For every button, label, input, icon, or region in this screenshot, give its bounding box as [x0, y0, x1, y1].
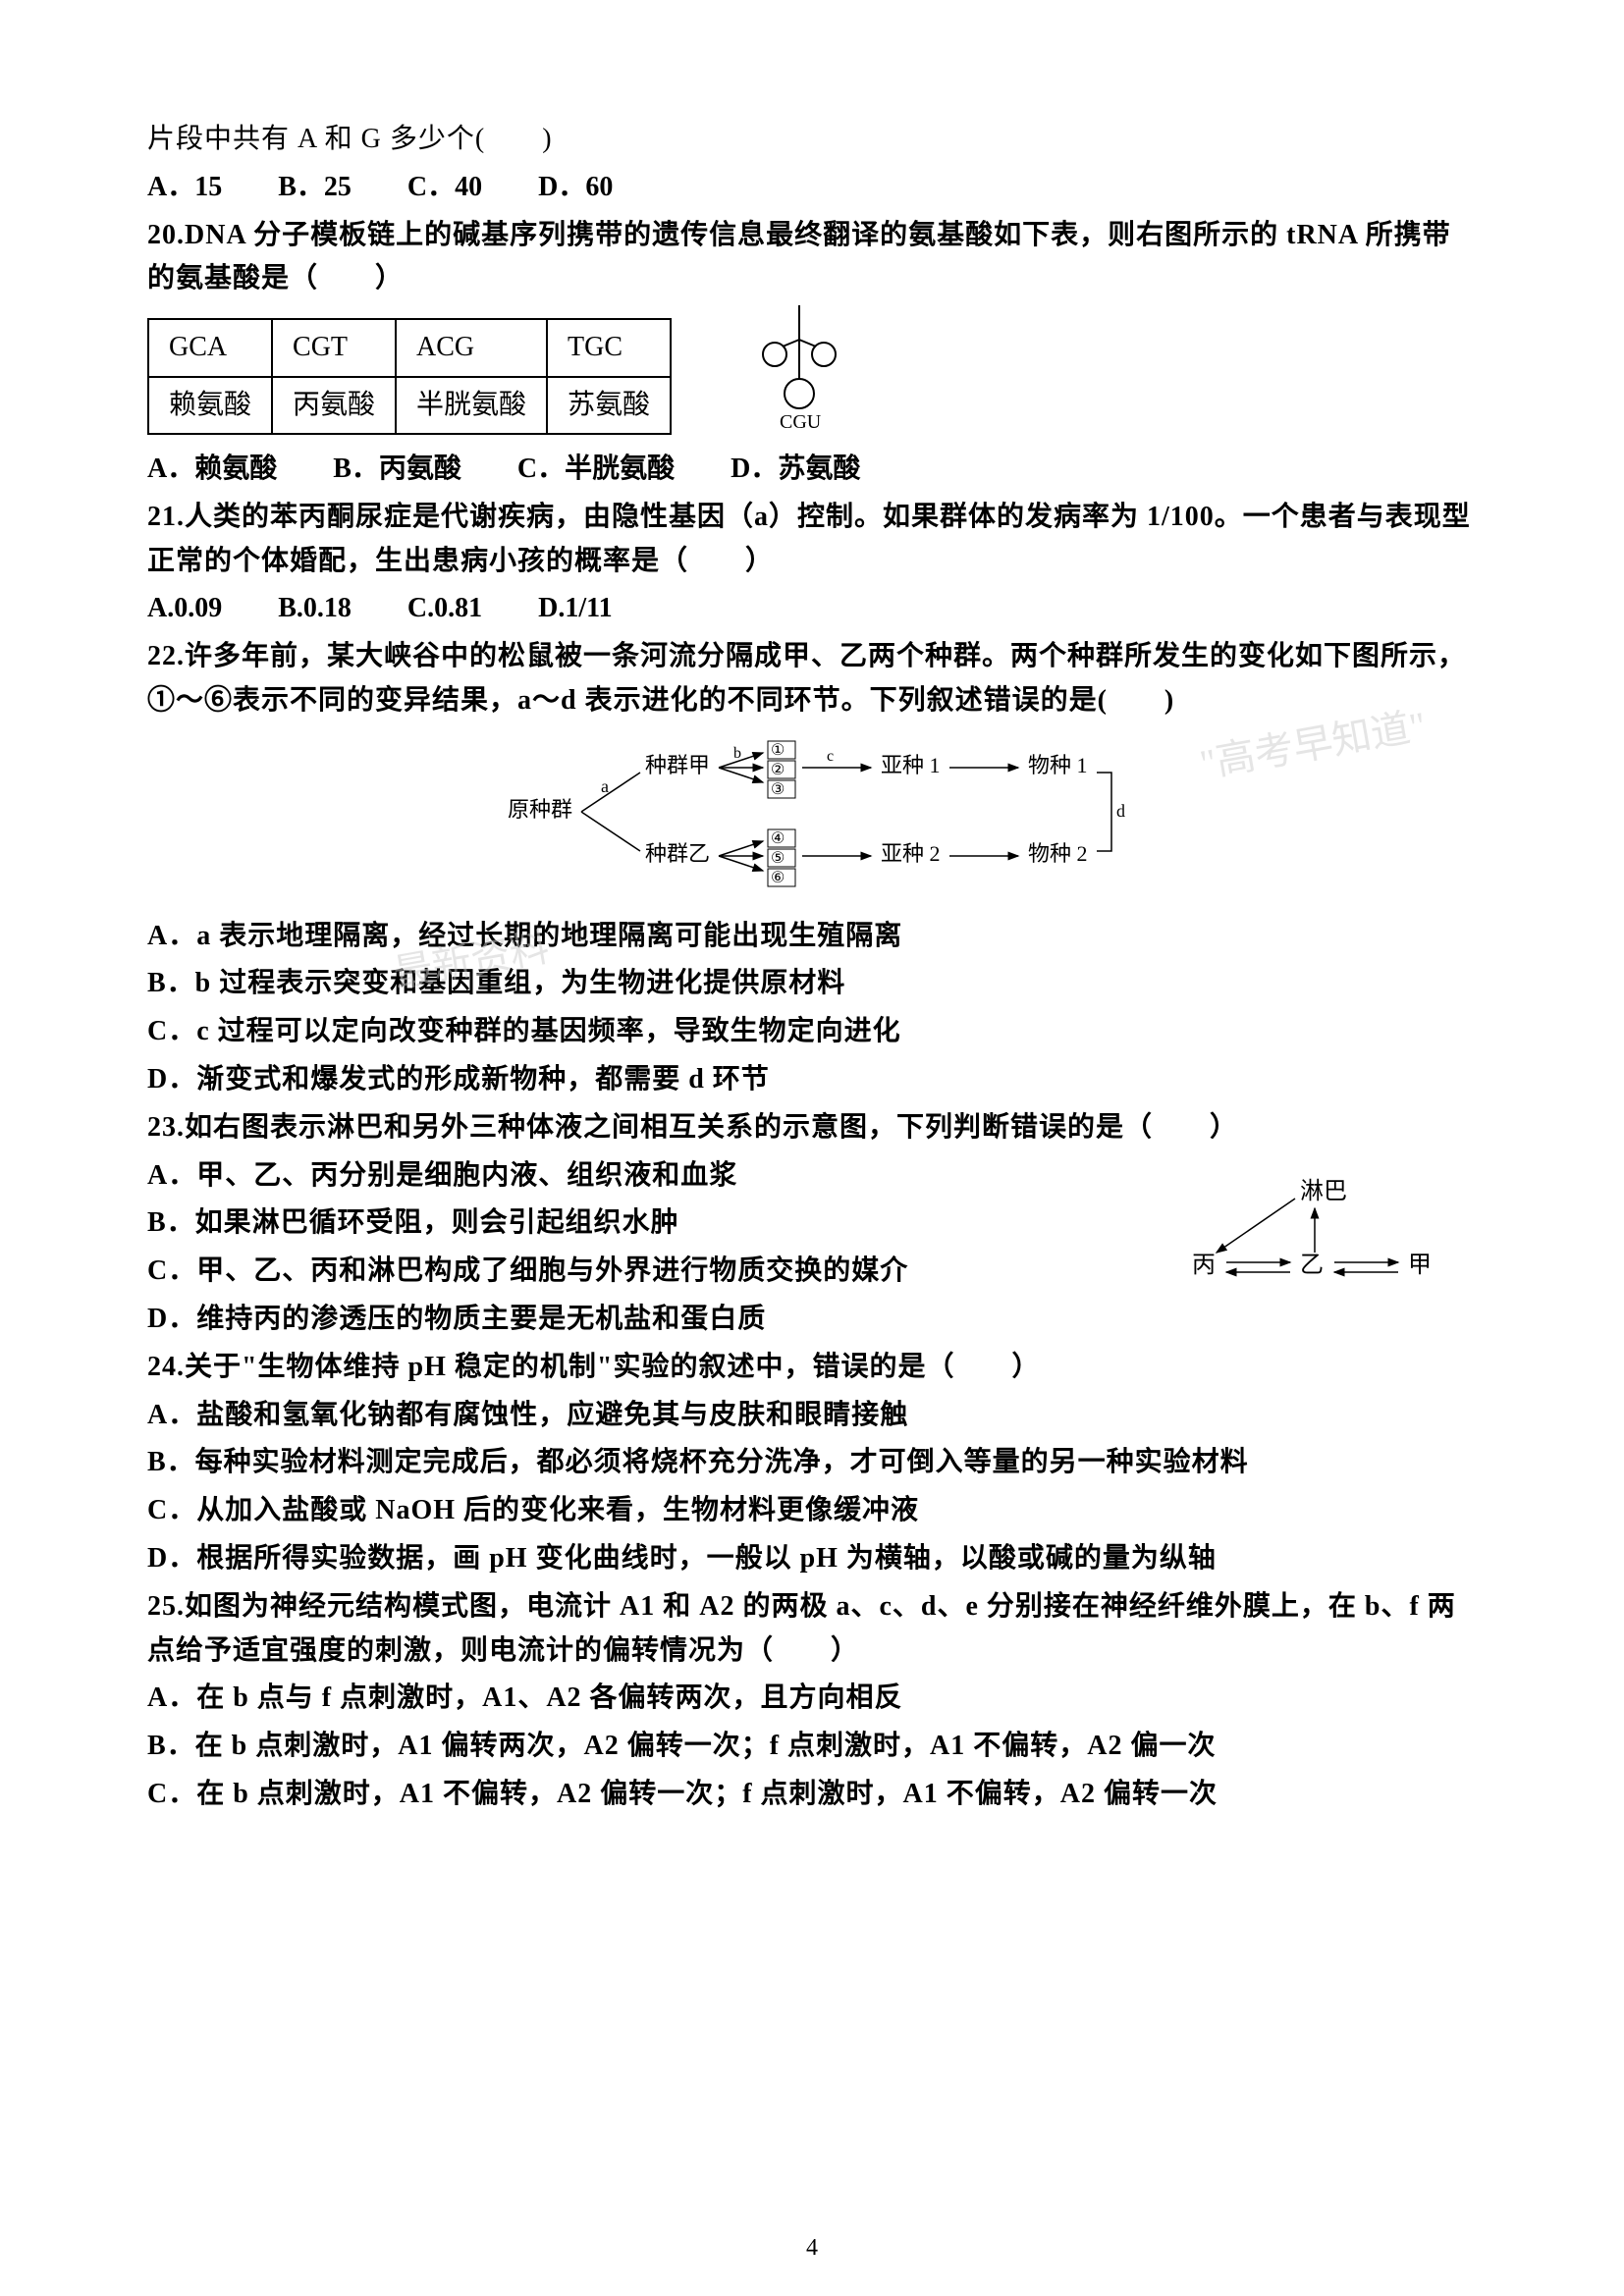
q23-opt-d: D．维持丙的渗透压的物质主要是无机盐和蛋白质 — [147, 1298, 1182, 1342]
q20-amino-table: GCA CGT ACG TGC 赖氨酸 丙氨酸 半胱氨酸 苏氨酸 — [147, 318, 672, 436]
svg-text:物种 1: 物种 1 — [1028, 753, 1088, 777]
q20-stem: 20.DNA 分子模板链上的碱基序列携带的遗传信息最终翻译的氨基酸如下表，则右图… — [147, 214, 1477, 302]
q19-opt-d: D．60 — [538, 166, 613, 210]
svg-text:④: ④ — [771, 830, 785, 847]
q25-opt-a: A．在 b 点与 f 点刺激时，A1、A2 各偏转两次，且方向相反 — [147, 1677, 1477, 1721]
q21-opt-c: C.0.81 — [407, 587, 482, 631]
q24-stem: 24.关于"生物体维持 pH 稳定的机制"实验的叙述中，错误的是（ ） — [147, 1346, 1477, 1390]
q23-stem: 23.如右图表示淋巴和另外三种体液之间相互关系的示意图，下列判断错误的是（ ） — [147, 1106, 1477, 1150]
svg-text:物种 2: 物种 2 — [1028, 841, 1088, 866]
svg-text:b: b — [733, 745, 741, 762]
q19-opt-b: B．25 — [278, 166, 352, 210]
svg-text:⑤: ⑤ — [771, 850, 785, 867]
q21-stem: 21.人类的苯丙酮尿症是代谢疾病，由隐性基因（a）控制。如果群体的发病率为 1/… — [147, 496, 1477, 584]
q20-opt-d: D．苏氨酸 — [731, 448, 860, 492]
svg-text:淋巴: 淋巴 — [1300, 1178, 1347, 1204]
svg-text:甲: 甲 — [1408, 1253, 1432, 1278]
q22-opt-d: D．渐变式和爆发式的形成新物种，都需要 d 环节 — [147, 1058, 1477, 1102]
svg-text:②: ② — [771, 762, 785, 778]
q20-codon-2: ACG — [396, 319, 547, 377]
q20-aa-3: 苏氨酸 — [547, 377, 671, 435]
svg-text:种群乙: 种群乙 — [645, 841, 710, 866]
svg-text:原种群: 原种群 — [508, 797, 572, 822]
q21-opt-b: B.0.18 — [278, 587, 352, 631]
svg-text:种群甲: 种群甲 — [645, 753, 710, 777]
q23-diagram: 淋巴 丙 乙 甲 — [1182, 1154, 1477, 1307]
svg-text:⑥: ⑥ — [771, 870, 785, 886]
q21-opt-a: A.0.09 — [147, 587, 222, 631]
q22-stem: 22.许多年前，某大峡谷中的松鼠被一条河流分隔成甲、乙两个种群。两个种群所发生的… — [147, 635, 1477, 723]
svg-text:d: d — [1116, 801, 1125, 821]
q19-continuation: 片段中共有 A 和 G 多少个( ) — [147, 118, 1477, 162]
svg-text:亚种 1: 亚种 1 — [881, 753, 941, 777]
q20-aa-0: 赖氨酸 — [148, 377, 272, 435]
q20-codon-0: GCA — [148, 319, 272, 377]
svg-text:③: ③ — [771, 781, 785, 798]
q20-aa-1: 丙氨酸 — [272, 377, 396, 435]
q23-opt-b: B．如果淋巴循环受阻，则会引起组织水肿 — [147, 1201, 1182, 1246]
q19-opt-a: A．15 — [147, 166, 222, 210]
svg-text:①: ① — [771, 742, 785, 759]
q20-figure-row: GCA CGT ACG TGC 赖氨酸 丙氨酸 半胱氨酸 苏氨酸 CGU — [147, 305, 1477, 448]
svg-text:a: a — [601, 776, 609, 796]
q19-opt-c: C．40 — [407, 166, 482, 210]
q24-opt-d: D．根据所得实验数据，画 pH 变化曲线时，一般以 pH 为横轴，以酸或碱的量为… — [147, 1537, 1477, 1581]
q20-codon-3: TGC — [547, 319, 671, 377]
q24-opt-c: C．从加入盐酸或 NaOH 后的变化来看，生物材料更像缓冲液 — [147, 1489, 1477, 1533]
svg-text:c: c — [827, 748, 834, 765]
q19-options: A．15 B．25 C．40 D．60 — [147, 166, 1477, 210]
svg-text:CGU: CGU — [780, 411, 822, 433]
q22-diagram: 原种群 a 种群甲 种群乙 b ① ② ③ ④ ⑤ ⑥ c 亚种 1 亚种 — [147, 733, 1477, 905]
q22-opt-c: C．c 过程可以定向改变种群的基因频率，导致生物定向进化 — [147, 1010, 1477, 1054]
q21-opt-d: D.1/11 — [538, 587, 612, 631]
q24-opt-b: B．每种实验材料测定完成后，都必须将烧杯充分洗净，才可倒入等量的另一种实验材料 — [147, 1441, 1477, 1485]
q20-opt-c: C．半胱氨酸 — [517, 448, 675, 492]
q21-options: A.0.09 B.0.18 C.0.81 D.1/11 — [147, 587, 1477, 631]
svg-text:乙: 乙 — [1300, 1253, 1324, 1278]
q22-opt-b: B．b 过程表示突变和基因重组，为生物进化提供原材料 — [147, 962, 1477, 1006]
q22-opt-a: A．a 表示地理隔离，经过长期的地理隔离可能出现生殖隔离 — [147, 915, 1477, 959]
q24-opt-a: A．盐酸和氢氧化钠都有腐蚀性，应避免其与皮肤和眼睛接触 — [147, 1394, 1477, 1438]
q20-opt-a: A．赖氨酸 — [147, 448, 277, 492]
q23-opt-a: A．甲、乙、丙分别是细胞内液、组织液和血浆 — [147, 1154, 1182, 1199]
q25-stem: 25.如图为神经元结构模式图，电流计 A1 和 A2 的两极 a、c、d、e 分… — [147, 1585, 1477, 1674]
q20-codon-1: CGT — [272, 319, 396, 377]
svg-text:亚种 2: 亚种 2 — [881, 841, 941, 866]
q25-opt-b: B．在 b 点刺激时，A1 偏转两次，A2 偏转一次；f 点刺激时，A1 不偏转… — [147, 1725, 1477, 1769]
q20-trna-figure: CGU — [750, 305, 848, 448]
q20-options: A．赖氨酸 B．丙氨酸 C．半胱氨酸 D．苏氨酸 — [147, 448, 1477, 492]
q23-row: A．甲、乙、丙分别是细胞内液、组织液和血浆 B．如果淋巴循环受阻，则会引起组织水… — [147, 1154, 1477, 1346]
q20-aa-2: 半胱氨酸 — [396, 377, 547, 435]
q20-opt-b: B．丙氨酸 — [333, 448, 461, 492]
q23-opt-c: C．甲、乙、丙和淋巴构成了细胞与外界进行物质交换的媒介 — [147, 1250, 1182, 1294]
svg-text:丙: 丙 — [1192, 1253, 1216, 1278]
q25-opt-c: C．在 b 点刺激时，A1 不偏转，A2 偏转一次；f 点刺激时，A1 不偏转，… — [147, 1773, 1477, 1817]
page-number: 4 — [806, 2229, 818, 2267]
